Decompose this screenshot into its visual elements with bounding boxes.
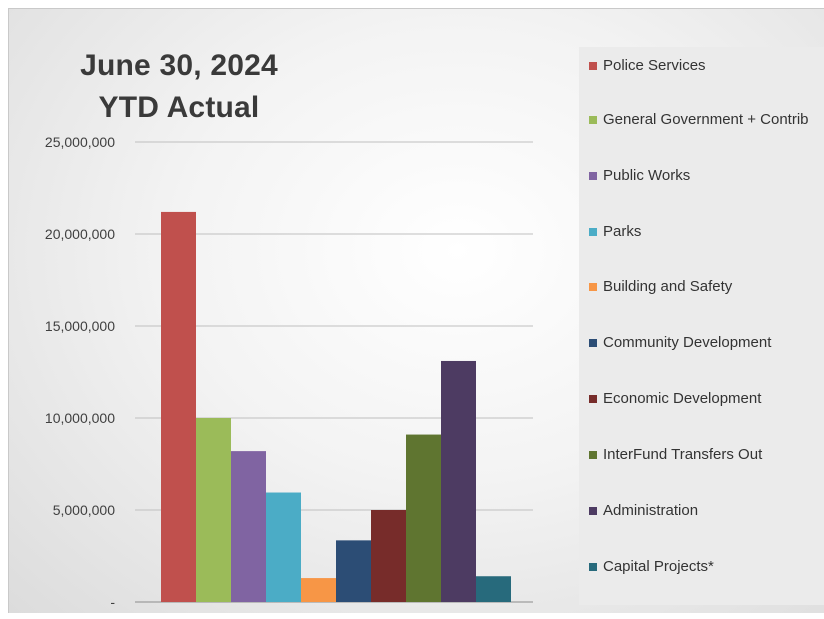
legend-item: Police Services [589,55,824,77]
y-tick-label: 25,000,000 [45,134,115,150]
chart-title-line1: June 30, 2024 [80,49,278,82]
y-tick-label: 20,000,000 [45,226,115,242]
y-tick-label: 10,000,000 [45,410,115,426]
legend-label: Capital Projects* [603,558,714,575]
y-tick-label: 15,000,000 [45,318,115,334]
legend: Police Services General Government + Cont… [579,47,824,605]
legend-item: General Government + Contrib [589,109,824,131]
legend-swatch [589,395,597,403]
bar-public-works [231,451,266,602]
legend-swatch [589,228,597,236]
y-tick-label: - [110,594,115,610]
legend-item: Building and Safety [589,276,824,298]
legend-swatch [589,283,597,291]
legend-item: Economic Development [589,388,824,410]
bar-administration [441,360,476,602]
legend-item: Capital Projects* [589,556,824,578]
legend-label: Community Development [603,334,772,351]
legend-label: General Government + Contrib [603,111,809,128]
legend-swatch [589,339,597,347]
legend-label: Police Services [603,57,706,74]
legend-item: Parks [589,221,824,243]
legend-label: Administration [603,502,699,519]
legend-label: InterFund Transfers Out [603,446,763,463]
legend-swatch [589,62,597,70]
chart-area: June 30, 2024 YTD Actual - 5,000,000 10,00… [8,8,824,613]
bar-interfund-transfers-out [406,434,441,602]
legend-label: Building and Safety [603,278,733,295]
legend-swatch [589,563,597,571]
legend-label: Public Works [603,167,691,184]
bar-police-services [161,211,196,603]
legend-swatch [589,451,597,459]
legend-swatch [589,507,597,515]
bar-building-and-safety [301,578,336,602]
legend-label: Parks [603,223,642,240]
legend-swatch [589,116,597,124]
bar-capital-projects [476,576,511,602]
bar-economic-development [371,510,406,602]
y-tick-label: 5,000,000 [53,502,115,518]
bar-chart: - 5,000,000 10,000,000 15,000,000 20,000,000… [45,134,533,610]
legend-swatch [589,172,597,180]
legend-item: Public Works [589,165,824,187]
legend-item: Administration [589,500,824,522]
legend-item: InterFund Transfers Out [589,444,824,466]
bar-general-government-contrib [196,418,231,602]
legend-label: Economic Development [603,390,762,407]
legend-item: Community Development [589,332,824,354]
chart-title-line2: YTD Actual [98,91,260,124]
bar-parks [266,492,301,602]
bar-community-development [336,540,371,602]
